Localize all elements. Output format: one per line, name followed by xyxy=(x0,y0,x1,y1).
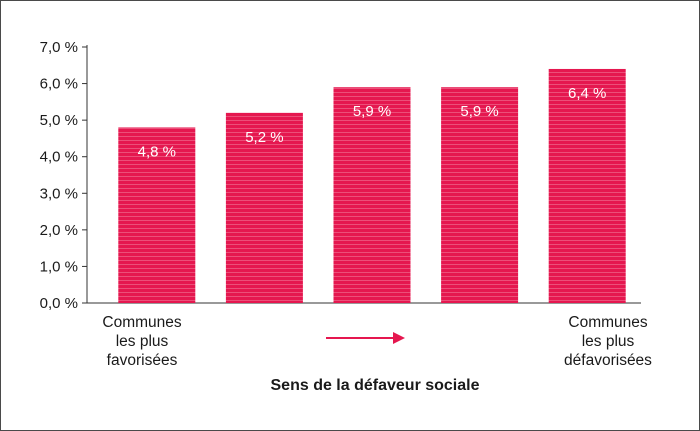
bar xyxy=(225,112,303,303)
bar xyxy=(548,68,626,303)
y-tick-label: 1,0 % xyxy=(40,258,78,275)
left-category-annotation: Communes les plus favorisées xyxy=(102,314,181,369)
right-annotation-line-1: Communes xyxy=(568,314,647,331)
right-category-annotation: Communes les plus défavorisées xyxy=(564,314,652,369)
y-tick-label: 2,0 % xyxy=(40,222,78,239)
direction-arrow xyxy=(326,332,405,344)
right-annotation-line-3: défavorisées xyxy=(564,352,652,369)
left-annotation-line-1: Communes xyxy=(102,314,181,331)
y-tick-label: 5,0 % xyxy=(40,112,78,129)
y-tick-label: 3,0 % xyxy=(40,185,78,202)
left-annotation-line-2: les plus xyxy=(116,333,169,350)
bar-value-label: 4,8 % xyxy=(138,143,176,160)
x-axis-title: Sens de la défaveur sociale xyxy=(271,377,480,394)
bar xyxy=(333,87,411,303)
bar xyxy=(118,127,196,303)
bars xyxy=(118,68,626,303)
y-axis: 0,0 % 1,0 % 2,0 % 3,0 % 4,0 % 5,0 % 6,0 % 7,0 % xyxy=(40,39,641,312)
y-tick-label: 4,0 % xyxy=(40,149,78,166)
y-tick-label: 7,0 % xyxy=(40,39,78,56)
bar xyxy=(441,87,519,303)
bar-value-label: 5,9 % xyxy=(460,103,498,120)
bar-value-label: 5,9 % xyxy=(353,103,391,120)
y-tick-label: 6,0 % xyxy=(40,76,78,93)
right-annotation-line-2: les plus xyxy=(582,333,635,350)
bar-value-label: 6,4 % xyxy=(568,85,606,102)
direction-arrow-head xyxy=(393,332,405,344)
bar-value-label: 5,2 % xyxy=(245,129,283,146)
y-tick-label: 0,0 % xyxy=(40,295,78,312)
left-annotation-line-3: favorisées xyxy=(107,352,178,369)
data-labels: 4,8 % 5,2 % 5,9 % 5,9 % 6,4 % xyxy=(138,85,607,161)
